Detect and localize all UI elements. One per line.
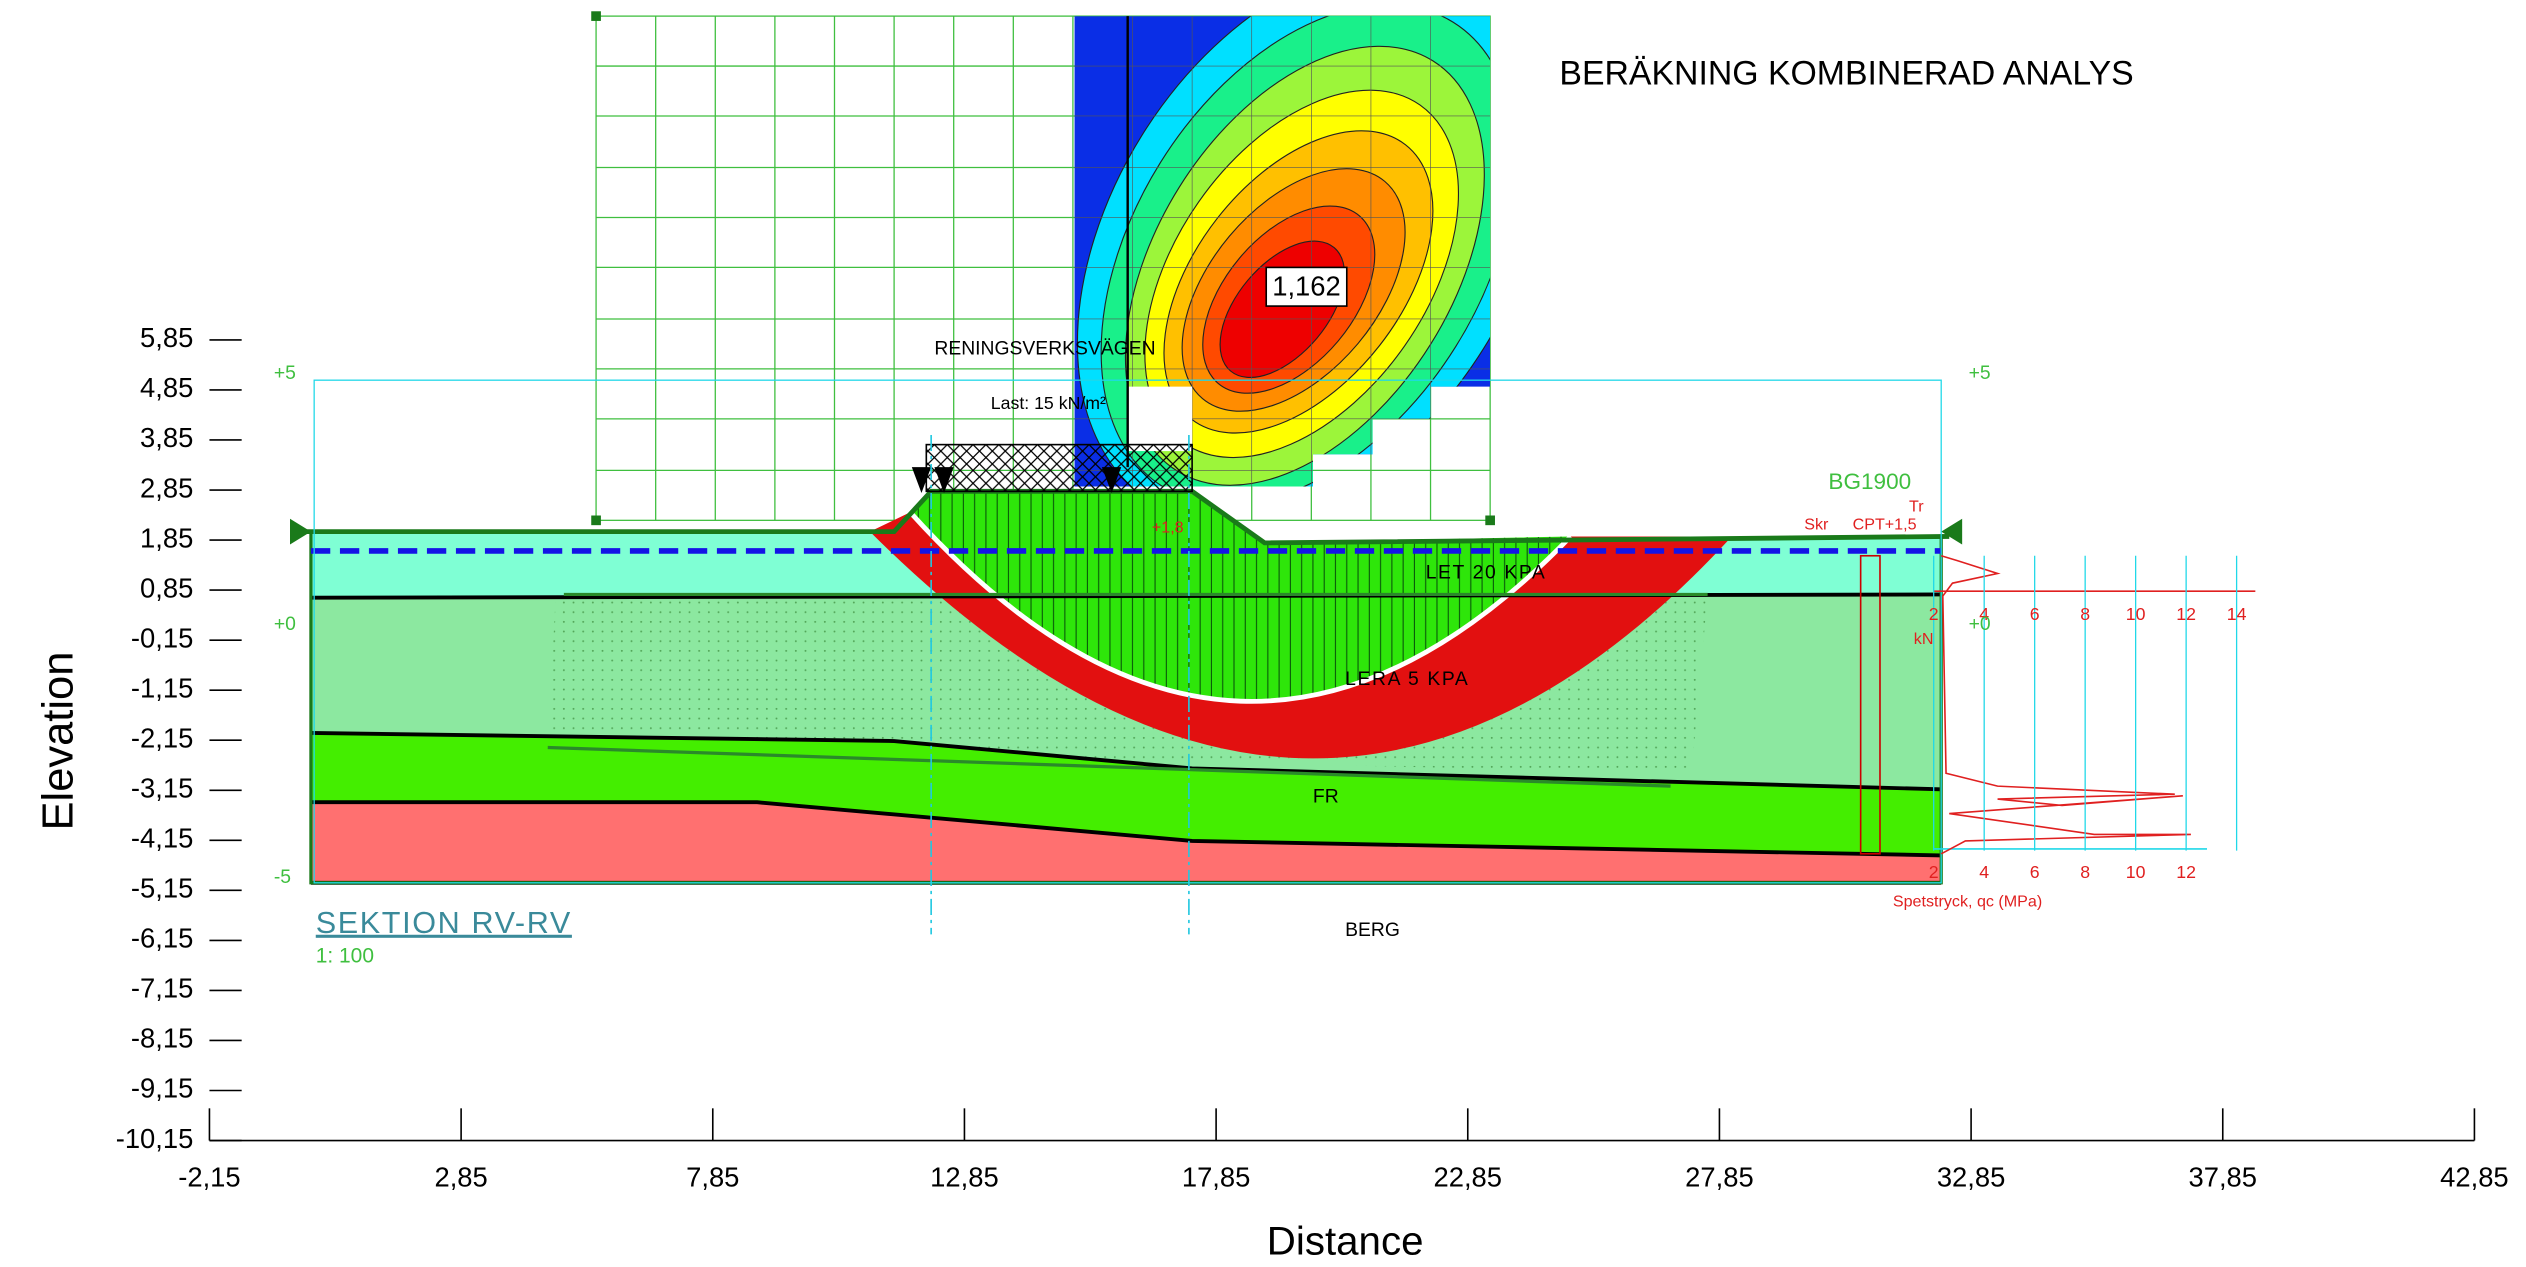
x-tick-label: 32,85 (1937, 1161, 2006, 1192)
x-axis-label: Distance (1267, 1218, 1424, 1263)
y-tick-label: -6,15 (131, 923, 193, 954)
annotation: kN (1914, 630, 1934, 648)
annotation: BERG (1345, 920, 1400, 941)
cpt-tick-label: 12 (2176, 604, 2196, 624)
grid-corner (591, 515, 601, 525)
page: 246810121424681012 BERÄKNING KOMBINERAD … (0, 0, 2526, 1267)
y-tick-label: 5,85 (140, 322, 193, 353)
annotation: LET 20 KPA (1426, 563, 1547, 584)
y-tick-label: 3,85 (140, 422, 193, 453)
cpt-tick-label: 4 (1979, 862, 1989, 882)
annotation: SEKTION RV-RV (316, 906, 572, 940)
y-tick-label: 1,85 (140, 522, 193, 553)
x-tick-label: 2,85 (434, 1161, 487, 1192)
cpt-tick-label: 2 (1929, 604, 1939, 624)
cpt-tick-label: 14 (2227, 604, 2247, 624)
cpt-tick-label: 8 (2080, 862, 2090, 882)
grid-corner (591, 11, 601, 21)
y-tick-label: -10,15 (116, 1123, 194, 1154)
x-tick-label: 27,85 (1685, 1161, 1754, 1192)
annotation: BG1900 (1828, 469, 1911, 494)
annotation: LERA 5 KPA (1345, 669, 1469, 690)
annotation: FR (1313, 787, 1339, 808)
contour-gap (1128, 387, 1192, 451)
cpt-tick-label: 2 (1929, 862, 1939, 882)
grid-corner (1485, 515, 1495, 525)
chart-title: BERÄKNING KOMBINERAD ANALYS (1559, 55, 2133, 93)
cpt-tick-label: 6 (2030, 862, 2040, 882)
y-tick-label: -5,15 (131, 873, 193, 904)
x-tick-label: 7,85 (686, 1161, 739, 1192)
cpt-tick-label: 10 (2126, 604, 2146, 624)
cpt-profile (1941, 556, 2191, 854)
cpt-tick-label: 8 (2080, 604, 2090, 624)
annotation: +1,8 (1152, 519, 1184, 537)
annotation: Last: 15 kN/m² (991, 393, 1106, 413)
x-tick-label: 12,85 (930, 1161, 999, 1192)
y-tick-label: -7,15 (131, 973, 193, 1004)
x-tick-label: 42,85 (2440, 1161, 2509, 1192)
x-tick-label: 37,85 (2189, 1161, 2258, 1192)
load-area (926, 445, 1192, 492)
y-tick-label: -3,15 (131, 772, 193, 803)
annotation: -5 (274, 867, 291, 888)
annotation: 1: 100 (316, 944, 374, 967)
annotation: RENINGSVERKSVÄGEN (934, 338, 1155, 360)
fos-label: 1,162 (1272, 271, 1341, 302)
annotation: +0 (1969, 614, 1991, 635)
y-tick-label: -4,15 (131, 823, 193, 854)
y-tick-label: -8,15 (131, 1023, 193, 1054)
cpt-axis-label: Spetstryck, qc (MPa) (1893, 892, 2042, 910)
y-tick-label: 4,85 (140, 372, 193, 403)
y-tick-label: -0,15 (131, 622, 193, 653)
y-tick-label: -9,15 (131, 1073, 193, 1104)
chart: 246810121424681012 BERÄKNING KOMBINERAD … (0, 0, 2526, 1267)
y-tick-label: -2,15 (131, 722, 193, 753)
cpt-tick-label: 10 (2126, 862, 2146, 882)
boundary-marker (1941, 519, 1962, 545)
cpt-tick-label: 12 (2176, 862, 2196, 882)
boundary-marker (290, 519, 311, 545)
y-tick-label: 2,85 (140, 472, 193, 503)
y-tick-label: -1,15 (131, 672, 193, 703)
x-tick-label: 17,85 (1182, 1161, 1251, 1192)
annotation: Tr (1909, 498, 1924, 516)
x-tick-label: -2,15 (178, 1161, 240, 1192)
annotation: +0 (274, 614, 296, 635)
cpt-tick-label: 6 (2030, 604, 2040, 624)
y-axis-label: Elevation (35, 652, 83, 831)
y-tick-label: 0,85 (140, 572, 193, 603)
annotation: Skr (1804, 515, 1829, 533)
annotation: +5 (274, 363, 296, 384)
annotation: CPT+1,5 (1853, 515, 1917, 533)
annotation: +5 (1969, 363, 1991, 384)
x-tick-label: 22,85 (1434, 1161, 1503, 1192)
